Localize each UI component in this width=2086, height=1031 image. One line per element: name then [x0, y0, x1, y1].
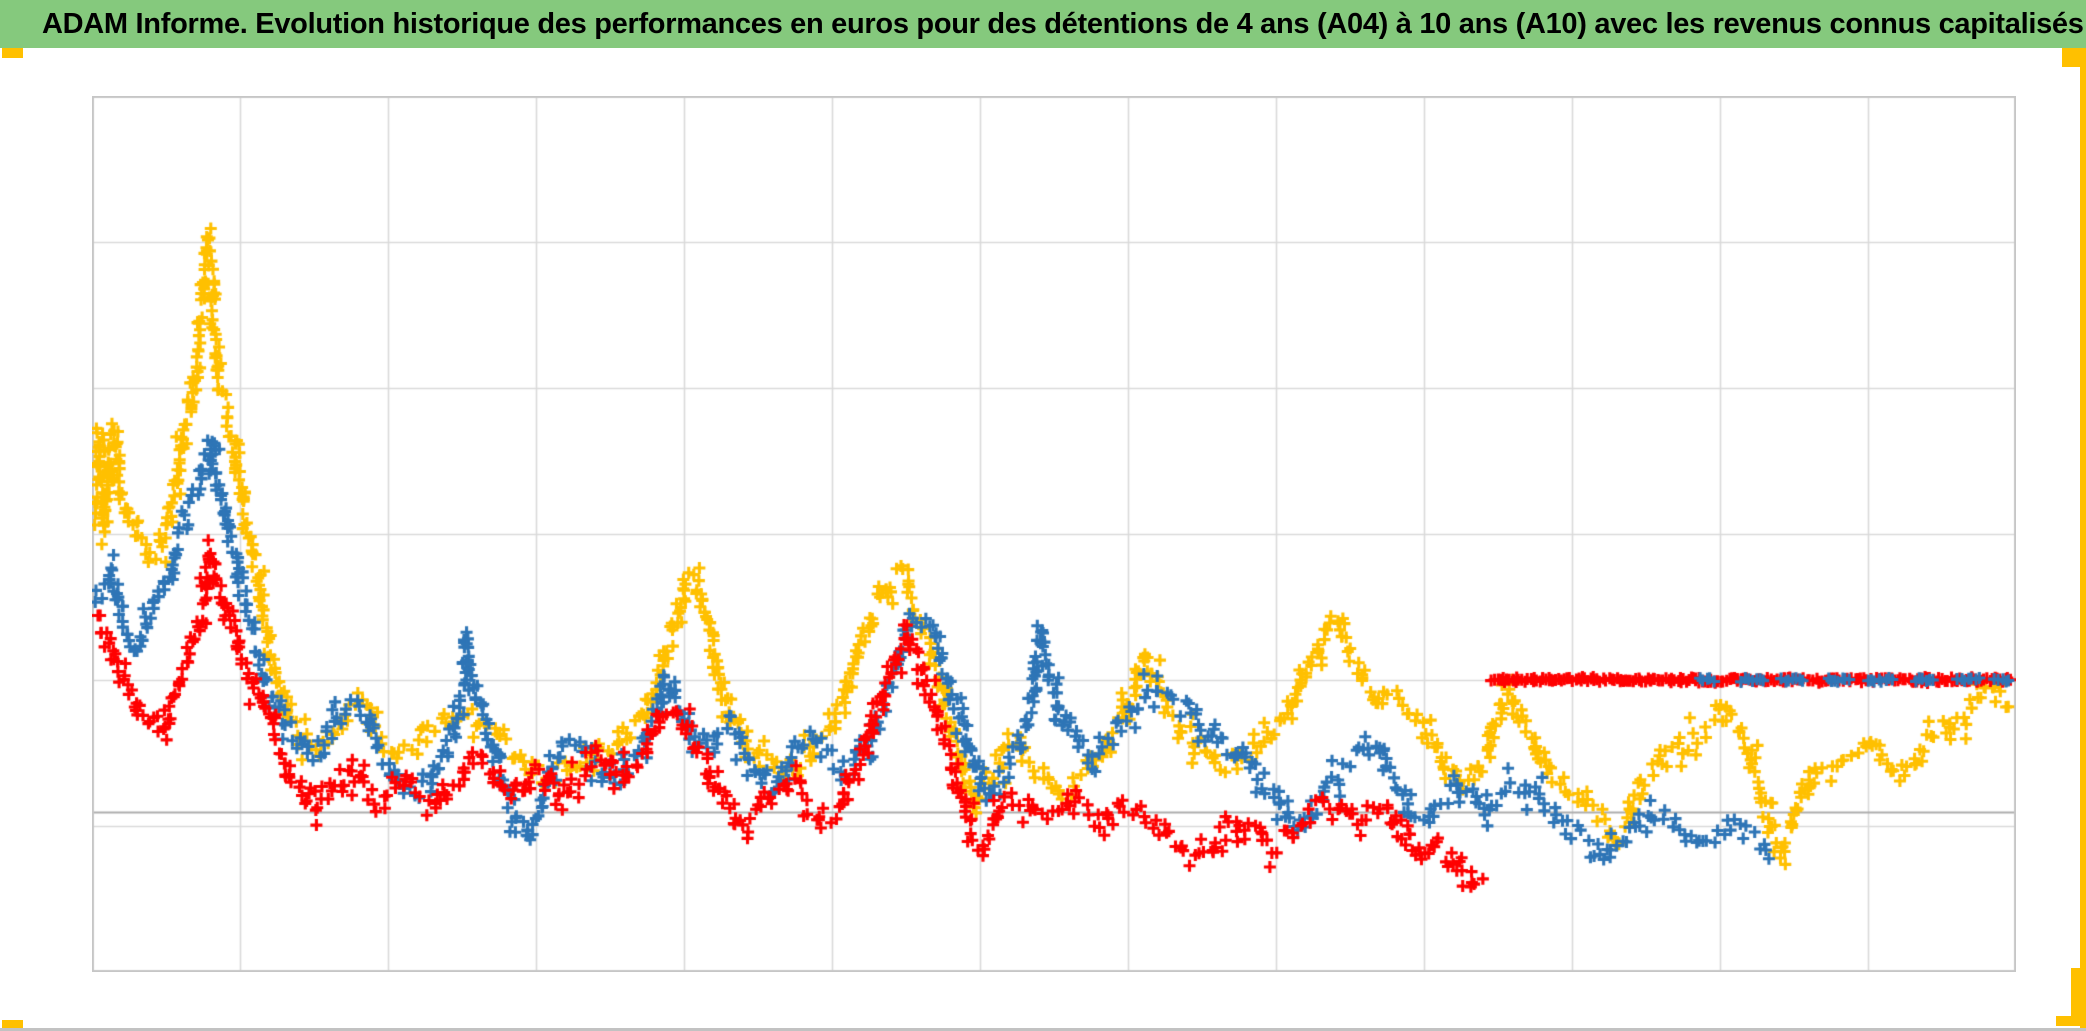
corner-accent-top-left — [2, 48, 23, 58]
page-title: ADAM Informe. Evolution historique des p… — [42, 7, 2084, 40]
corner-accent-bottom-right — [2071, 968, 2086, 1026]
corner-accent-bottom-left — [2, 1020, 23, 1030]
chart-area — [92, 96, 2016, 972]
corner-accent-bottom-right-foot — [2056, 1016, 2086, 1026]
performance-scatter-chart — [92, 96, 2016, 972]
right-edge-accent-strip — [2080, 48, 2086, 1031]
bottom-divider-bar — [0, 1028, 2086, 1031]
report-title-bar: ADAM Informe. Evolution historique des p… — [0, 0, 2086, 48]
